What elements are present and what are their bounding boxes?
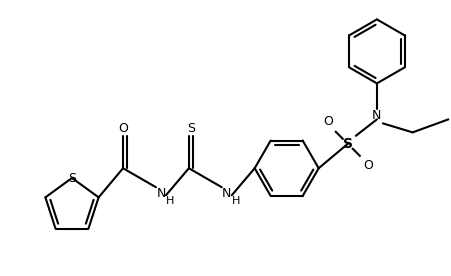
Text: N: N	[156, 187, 165, 200]
Text: N: N	[221, 187, 231, 200]
Text: S: S	[342, 137, 352, 151]
Text: H: H	[231, 196, 239, 206]
Text: O: O	[118, 122, 128, 135]
Text: O: O	[322, 115, 332, 128]
Text: O: O	[362, 159, 372, 172]
Text: S: S	[68, 171, 76, 184]
Text: N: N	[372, 109, 381, 122]
Text: H: H	[166, 196, 174, 206]
Text: S: S	[186, 122, 194, 135]
